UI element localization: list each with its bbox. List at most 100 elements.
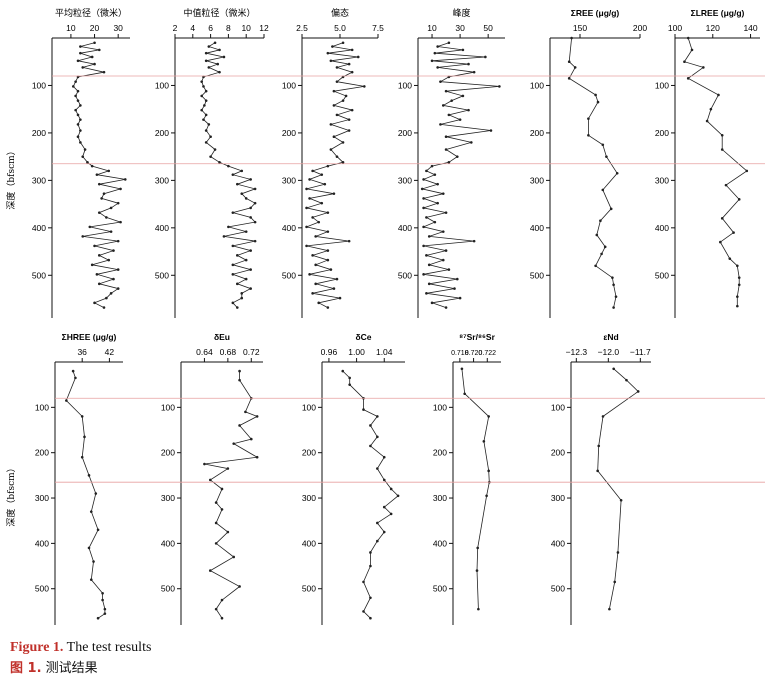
x-tick-label: −12.3 [566,347,588,357]
data-point [231,263,235,267]
data-point [93,62,96,66]
y-tick-label: 300 [161,493,175,503]
data-point [83,148,87,151]
data-point [690,48,694,52]
x-tick-label: 6 [208,23,213,33]
data-point [484,55,487,59]
data-point [461,94,465,98]
data-point [720,217,724,220]
data-point [732,231,735,234]
data-point [109,230,113,233]
data-point [348,376,351,380]
data-point [686,77,690,80]
data-point [253,220,257,224]
data-point [96,528,100,532]
panel-dce: δCe 0.96 1.00 1.04 100 200 300 400 500 [302,332,405,625]
data-point [594,264,597,268]
data-point [347,62,351,66]
data-point [329,59,333,63]
x-tick-label: 30 [113,23,123,33]
data-point [244,410,247,414]
data-point [597,444,601,448]
panel-mean: 平均粒径（微米） 10 20 30 100 200 300 400 500 [32,7,130,318]
data-point [231,211,235,214]
data-point [719,240,722,244]
data-point [81,66,85,69]
data-point [430,59,434,63]
x-tick-label: 12 [259,23,269,33]
data-point [87,474,91,477]
y-tick-label: 400 [35,538,49,548]
x-tick-label: 0.720 [465,350,483,357]
data-point [467,62,470,66]
data-point [101,598,104,602]
data-point [382,455,386,459]
y-tick-label: 300 [35,493,49,503]
data-point [363,85,366,88]
data-point [222,235,226,238]
data-point [612,367,615,371]
data-point [244,258,248,262]
panel-skew: 偏态 2.5 5.0 7.5 100 200 300 400 500 [282,7,384,318]
y-tick-label: 300 [530,175,544,185]
data-point [498,85,501,88]
data-point [335,66,339,69]
data-point [724,183,728,187]
data-point [609,207,613,211]
data-point [214,607,218,611]
data-point [220,598,224,602]
data-point [603,245,607,249]
data-point [611,276,614,279]
data-point [109,206,113,210]
data-point [76,99,80,102]
data-point [236,282,239,286]
data-point [444,249,448,252]
data-point [436,66,439,69]
data-point [93,41,96,45]
data-point [80,415,84,418]
data-point [613,580,617,584]
y-tick-label: 200 [161,448,175,458]
x-tick-label: 5.0 [334,23,346,33]
x-tick-label: 0.718 [451,350,469,357]
y-tick-label: 100 [282,80,296,90]
y-tick-label: 100 [398,80,412,90]
chart-title: 偏态 [331,7,349,19]
data-point [376,539,379,543]
y-tick-label: 100 [530,80,544,90]
data-point [444,89,448,93]
y-tick-label: 200 [35,448,49,458]
data-point [702,66,705,69]
series-line [204,371,259,619]
y-tick-label: 500 [32,270,46,280]
chart-title: 平均粒径（微米） [55,7,127,19]
data-point [347,129,351,132]
data-point [615,171,619,175]
data-point [79,141,82,144]
data-point [204,89,208,93]
data-point [209,135,212,139]
data-point [102,70,106,74]
data-point [335,113,339,117]
data-point [240,169,244,173]
data-point [244,277,248,281]
data-point [587,117,590,120]
data-point [326,164,330,168]
data-point [253,239,257,243]
data-point [202,85,205,88]
data-point [102,306,106,309]
y-tick-label: 100 [433,402,447,412]
data-point [86,161,89,164]
data-point [389,487,393,491]
data-point [238,585,241,588]
data-point [717,93,720,97]
data-point [87,546,91,550]
x-tick-label: 200 [633,23,647,33]
data-point [326,211,330,214]
data-point [332,192,336,195]
data-point [203,462,206,466]
data-point [570,36,573,40]
data-point [335,80,339,83]
y-tick-label: 400 [32,223,46,233]
